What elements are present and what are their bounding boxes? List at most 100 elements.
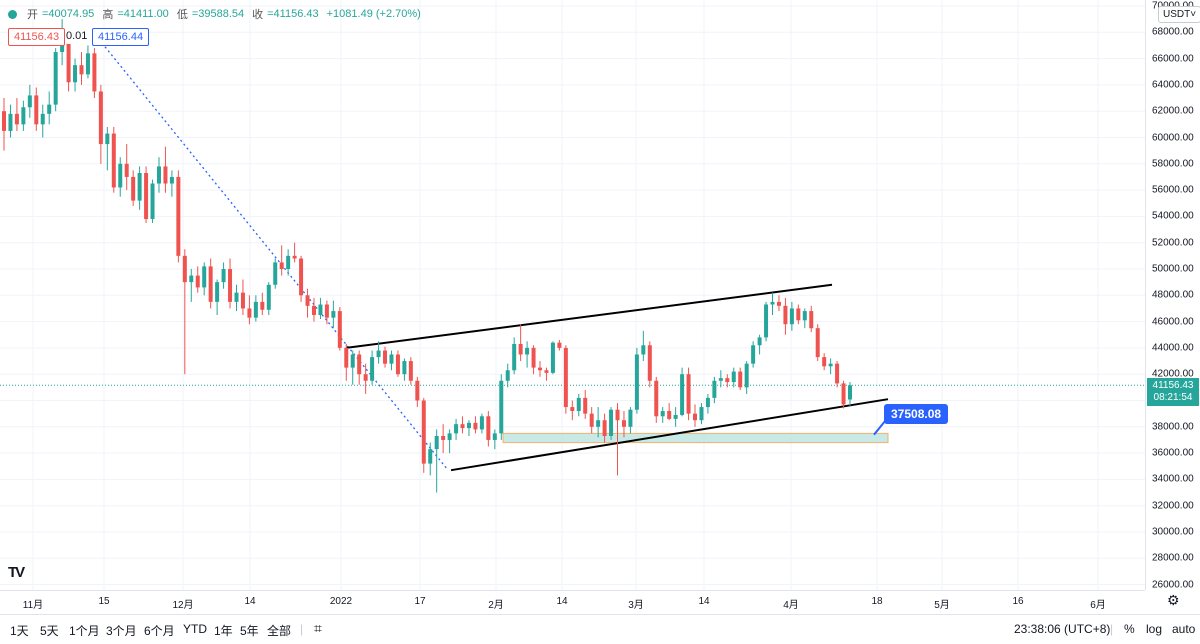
candle-body bbox=[550, 342, 555, 373]
clock-timezone[interactable]: 23:38:06 (UTC+8) bbox=[1014, 622, 1111, 636]
candle-body bbox=[583, 397, 588, 414]
close-value: =41156.43 bbox=[267, 8, 319, 20]
time-axis[interactable]: 11月 15 12月 14 2022 17 2月 14 3月 14 4月 18 5月 16 6月 bbox=[0, 590, 1145, 615]
candle-body bbox=[266, 284, 271, 310]
change-value: +1081.49 (+2.70%) bbox=[326, 8, 421, 20]
range-1m-button[interactable]: 1个月 bbox=[69, 624, 100, 638]
range-ytd-button[interactable]: YTD bbox=[183, 622, 207, 636]
candle-body bbox=[531, 347, 536, 368]
candle-body bbox=[118, 163, 123, 188]
candle-body bbox=[137, 173, 142, 201]
candle-body bbox=[124, 163, 129, 177]
price-tick-label: 28000.00 bbox=[1152, 552, 1194, 564]
log-scale-toggle[interactable]: log bbox=[1146, 622, 1163, 636]
candle-body bbox=[628, 409, 633, 427]
price-tick-label: 68000.00 bbox=[1152, 26, 1194, 38]
candlestick-chart[interactable] bbox=[0, 0, 1145, 590]
time-tick-label: 11月 bbox=[22, 600, 44, 611]
tradingview-logo-icon[interactable]: TV bbox=[8, 564, 25, 581]
candle-body bbox=[789, 308, 794, 325]
time-tick-label: 14 bbox=[556, 596, 568, 607]
candle-body bbox=[202, 266, 207, 288]
candle-body bbox=[21, 107, 26, 125]
candle-body bbox=[402, 361, 407, 375]
price-tick-label: 36000.00 bbox=[1152, 447, 1194, 459]
candle-body bbox=[337, 311, 342, 348]
candle-body bbox=[544, 370, 549, 373]
candle-body bbox=[92, 53, 97, 92]
low-value: =39588.54 bbox=[191, 8, 245, 20]
time-tick-label: 6月 bbox=[1090, 600, 1106, 611]
candle-body bbox=[460, 424, 465, 429]
price-tick-label: 26000.00 bbox=[1152, 579, 1194, 591]
price-tick-label: 58000.00 bbox=[1152, 158, 1194, 170]
candle-body bbox=[344, 347, 349, 368]
currency-selector[interactable]: USDT˅ bbox=[1158, 6, 1200, 23]
candle-body bbox=[286, 255, 291, 269]
price-tick-label: 56000.00 bbox=[1152, 184, 1194, 196]
price-tick-label: 44000.00 bbox=[1152, 342, 1194, 354]
candle-body bbox=[486, 416, 491, 440]
range-5d-button[interactable]: 5天 bbox=[40, 624, 59, 638]
sell-price-tag[interactable]: 41156.43 bbox=[8, 28, 66, 46]
time-tick-label: 14 bbox=[698, 596, 710, 607]
candle-body bbox=[131, 176, 136, 201]
candle-body bbox=[8, 113, 13, 131]
price-callout-label[interactable]: 37508.08 bbox=[884, 404, 949, 424]
time-tick-label: 5月 bbox=[934, 600, 950, 611]
candle-body bbox=[292, 255, 297, 259]
buy-price-tag[interactable]: 41156.44 bbox=[92, 28, 150, 46]
current-price-value: 41156.43 bbox=[1152, 380, 1194, 391]
candle-body bbox=[331, 311, 336, 318]
gear-icon[interactable]: ⚙ bbox=[1167, 592, 1180, 608]
candle-body bbox=[357, 354, 362, 375]
channel-lower-line bbox=[450, 398, 889, 472]
range-1d-button[interactable]: 1天 bbox=[10, 624, 29, 638]
candle-body bbox=[454, 424, 459, 434]
ohlc-legend: 开 =40074.95 高 =41411.00 低 =39588.54 收 =41156… bbox=[8, 6, 425, 22]
candle-body bbox=[680, 374, 685, 415]
candle-body bbox=[98, 91, 103, 145]
channel-upper-line bbox=[345, 283, 833, 349]
toolbar-divider: | bbox=[300, 622, 304, 636]
candle-body bbox=[499, 380, 504, 434]
candle-body bbox=[589, 413, 594, 427]
candle-body bbox=[318, 304, 323, 316]
current-price-badge: 41156.43 08:21:54 bbox=[1147, 378, 1199, 406]
auto-scale-toggle[interactable]: auto bbox=[1172, 622, 1196, 636]
candle-body bbox=[815, 328, 820, 358]
candle-body bbox=[305, 295, 310, 306]
price-tick-label: 60000.00 bbox=[1152, 132, 1194, 143]
time-tick-label: 17 bbox=[414, 596, 426, 607]
candle-body bbox=[27, 95, 32, 108]
candle-body bbox=[163, 166, 168, 184]
candle-body bbox=[479, 416, 484, 430]
range-3m-button[interactable]: 3个月 bbox=[106, 624, 137, 638]
candle-body bbox=[602, 420, 607, 437]
candle-body bbox=[273, 262, 278, 285]
range-5y-button[interactable]: 5年 bbox=[240, 624, 259, 638]
range-6m-button[interactable]: 6个月 bbox=[144, 624, 175, 638]
range-1y-button[interactable]: 1年 bbox=[214, 624, 233, 638]
candle-body bbox=[757, 337, 762, 346]
time-tick-label: 14 bbox=[244, 596, 256, 607]
chart-pane[interactable]: 开 =40074.95 高 =41411.00 低 =39588.54 收 =41156… bbox=[0, 0, 1145, 590]
candle-body bbox=[363, 374, 368, 381]
toolbar-divider-right: | bbox=[1110, 622, 1114, 636]
candle-body bbox=[615, 409, 620, 421]
candle-body bbox=[641, 345, 646, 355]
symbol-status-dot bbox=[8, 9, 17, 19]
candle-body bbox=[660, 411, 665, 417]
percent-scale-toggle[interactable]: % bbox=[1124, 622, 1135, 636]
candle-body bbox=[621, 420, 626, 427]
candle-body bbox=[311, 305, 316, 316]
candle-body bbox=[253, 301, 258, 318]
compare-range-icon[interactable]: ⌗ bbox=[314, 620, 322, 636]
price-axis[interactable]: 70000.0068000.0066000.0064000.0062000.00… bbox=[1145, 0, 1200, 590]
candle-body bbox=[634, 354, 639, 410]
range-all-button[interactable]: 全部 bbox=[267, 624, 292, 638]
candle-body bbox=[570, 407, 575, 412]
candle-body bbox=[557, 342, 562, 348]
price-tick-label: 62000.00 bbox=[1152, 105, 1194, 117]
candle-body bbox=[40, 113, 45, 125]
